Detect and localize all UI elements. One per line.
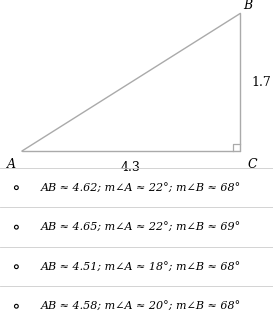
Text: A: A — [7, 158, 16, 171]
Text: AB ≈ 4.65; m∠A ≈ 22°; m∠B ≈ 69°: AB ≈ 4.65; m∠A ≈ 22°; m∠B ≈ 69° — [41, 222, 241, 232]
Text: 4.3: 4.3 — [121, 161, 141, 174]
Text: AB ≈ 4.51; m∠A ≈ 18°; m∠B ≈ 68°: AB ≈ 4.51; m∠A ≈ 18°; m∠B ≈ 68° — [41, 262, 241, 272]
Text: 1.7: 1.7 — [251, 76, 271, 89]
Text: B: B — [243, 0, 252, 12]
Text: C: C — [247, 158, 257, 171]
Text: AB ≈ 4.58; m∠A ≈ 20°; m∠B ≈ 68°: AB ≈ 4.58; m∠A ≈ 20°; m∠B ≈ 68° — [41, 301, 241, 311]
Text: AB ≈ 4.62; m∠A ≈ 22°; m∠B ≈ 68°: AB ≈ 4.62; m∠A ≈ 22°; m∠B ≈ 68° — [41, 183, 241, 193]
